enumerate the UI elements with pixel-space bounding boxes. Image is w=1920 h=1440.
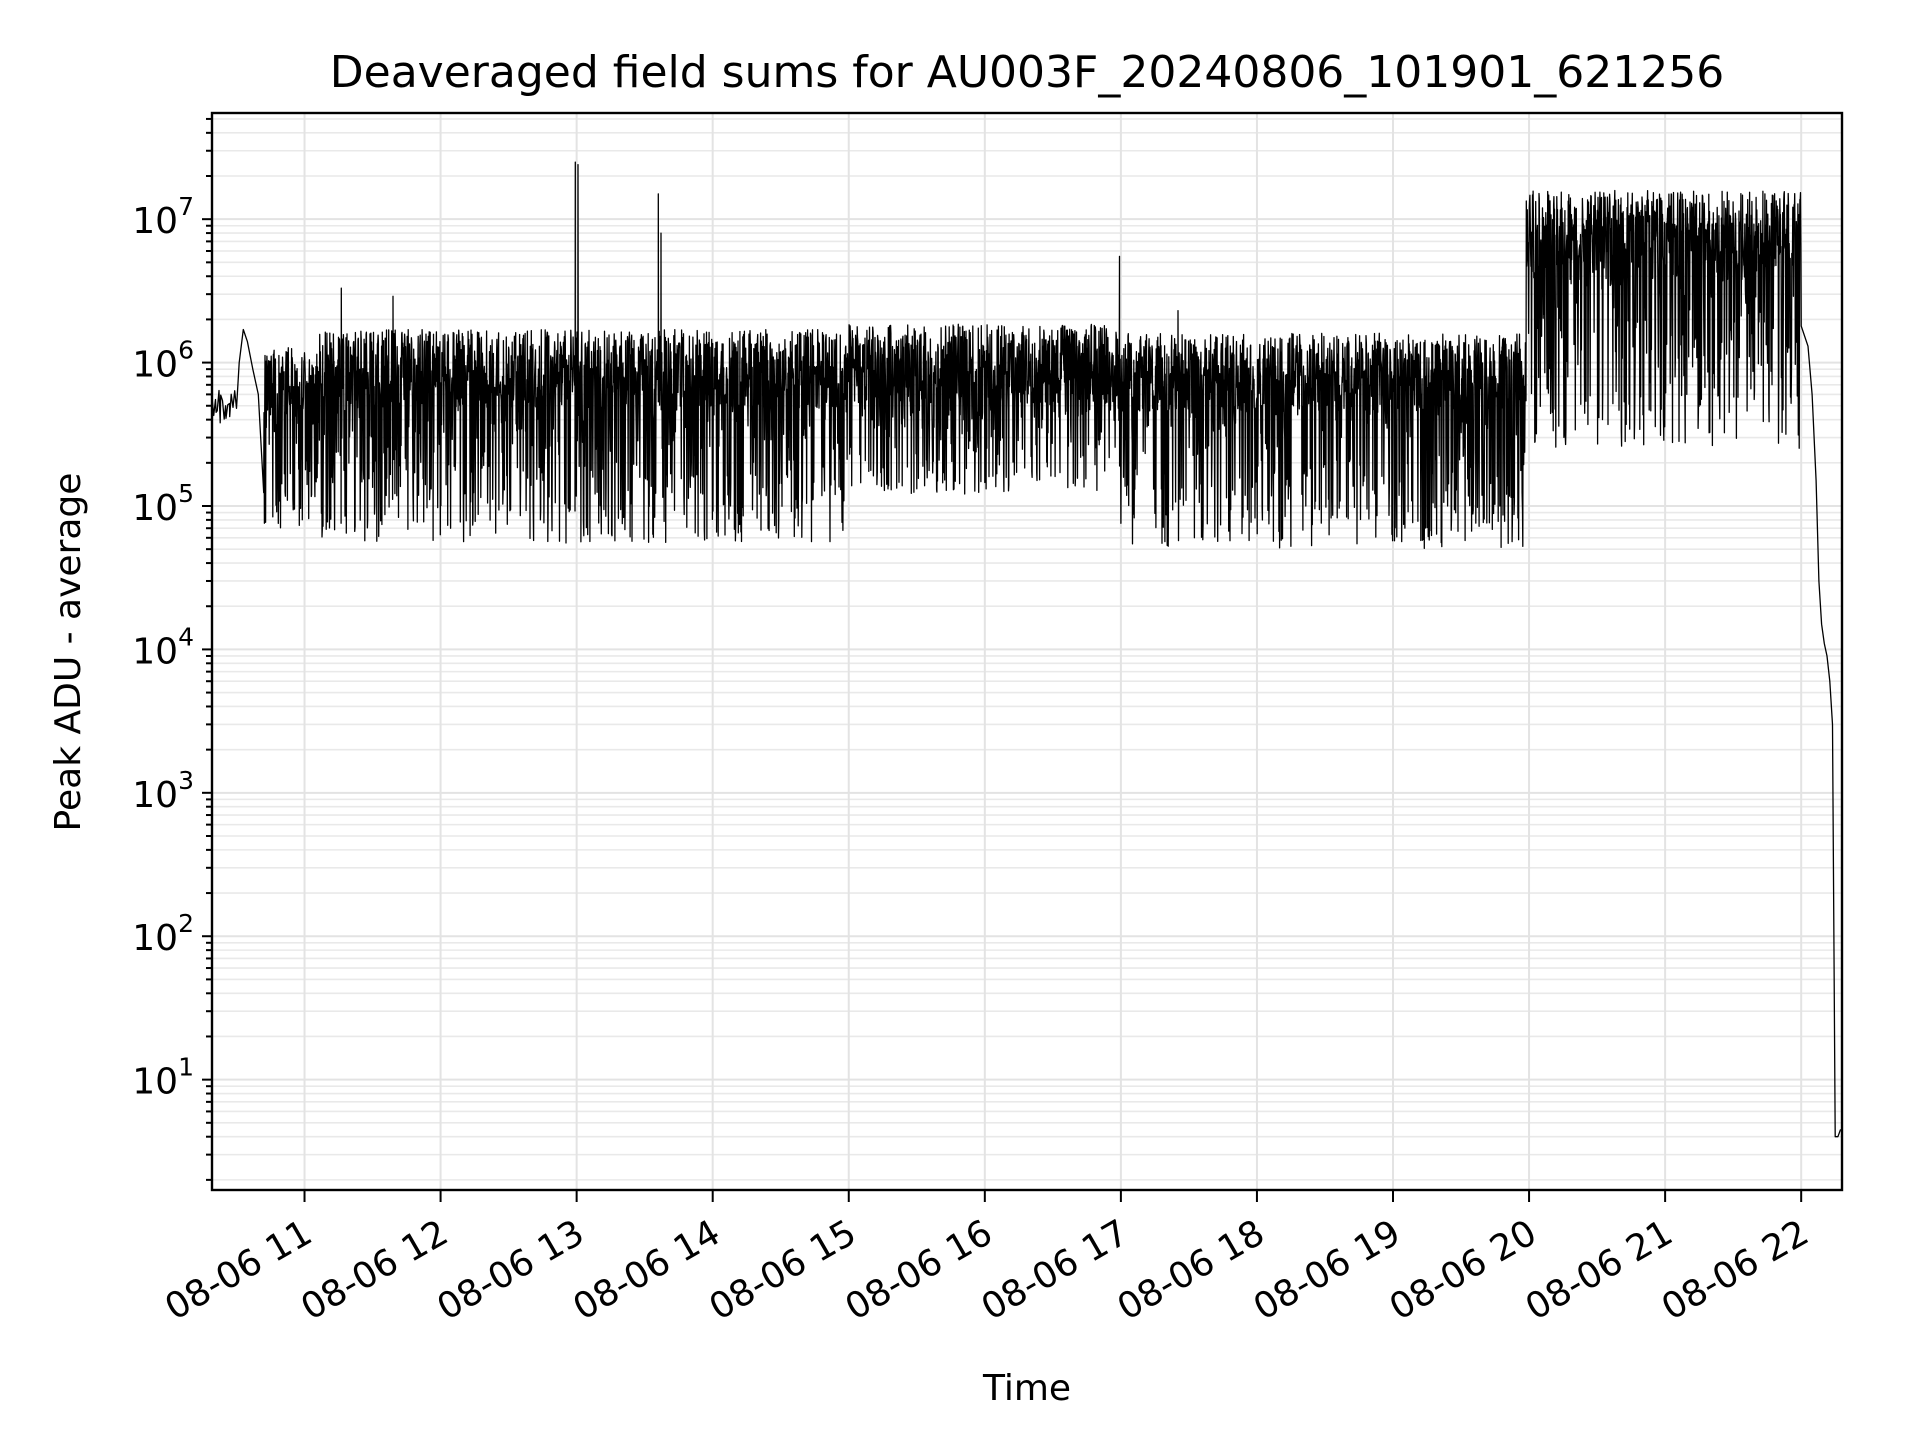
x-tick-label: 08-06 17 [975,1212,1136,1328]
x-tick-label: 08-06 19 [1247,1212,1408,1328]
x-tick-label: 08-06 16 [839,1212,1000,1328]
series-line [211,161,1842,1138]
y-tick-label: 106 [132,336,194,386]
chart-title: Deaveraged field sums for AU003F_2024080… [330,47,1724,98]
y-tick-label: 104 [132,622,194,672]
y-axis-label: Peak ADU - average [48,473,89,832]
grid [212,113,1842,1190]
x-tick-label: 08-06 20 [1383,1212,1544,1328]
y-tick-label: 102 [132,909,194,959]
y-axis: 101 102 103 104 105 106 107 [132,117,212,1181]
peak-adu-series [211,161,1842,1138]
x-tick-label: 08-06 22 [1655,1212,1816,1328]
y-tick-label: 105 [132,479,194,529]
x-tick-label: 08-06 21 [1519,1212,1680,1328]
x-tick-label: 08-06 12 [294,1212,455,1328]
x-tick-label: 08-06 11 [158,1212,319,1328]
x-tick-label: 08-06 18 [1111,1212,1272,1328]
x-tick-label: 08-06 15 [703,1212,864,1328]
x-axis-label: Time [982,1368,1071,1409]
x-tick-label: 08-06 14 [567,1212,728,1328]
y-tick-label: 101 [132,1053,194,1103]
y-tick-label: 103 [132,766,194,816]
plot-frame [210,111,1844,1192]
x-tick-label: 08-06 13 [430,1212,591,1328]
y-tick-label: 107 [132,192,194,242]
